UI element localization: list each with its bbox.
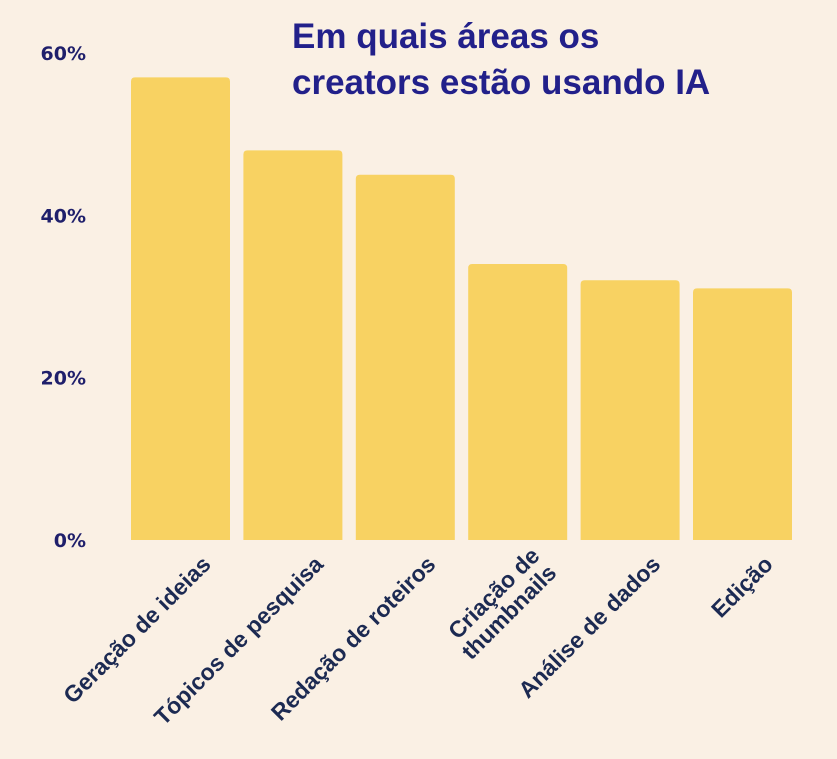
chart-title-line-2: creators estão usando IA: [292, 63, 711, 102]
bar: [355, 174, 455, 540]
bar: [693, 288, 792, 540]
category-label: Edição: [706, 551, 778, 623]
bar: [580, 280, 680, 540]
y-tick-label: 60%: [41, 43, 86, 65]
bar: [243, 150, 343, 540]
bar: [468, 264, 568, 540]
y-tick-label: 0%: [54, 530, 86, 552]
bar: [131, 77, 230, 540]
y-tick-label: 40%: [41, 205, 86, 227]
category-label: Criação dethumbnails: [439, 542, 561, 664]
y-tick-label: 20%: [41, 368, 86, 390]
chart-title: Em quais áreas os creators estão usando …: [292, 14, 710, 106]
category-label-line: Edição: [706, 551, 778, 623]
chart-title-line-1: Em quais áreas os: [292, 17, 600, 56]
